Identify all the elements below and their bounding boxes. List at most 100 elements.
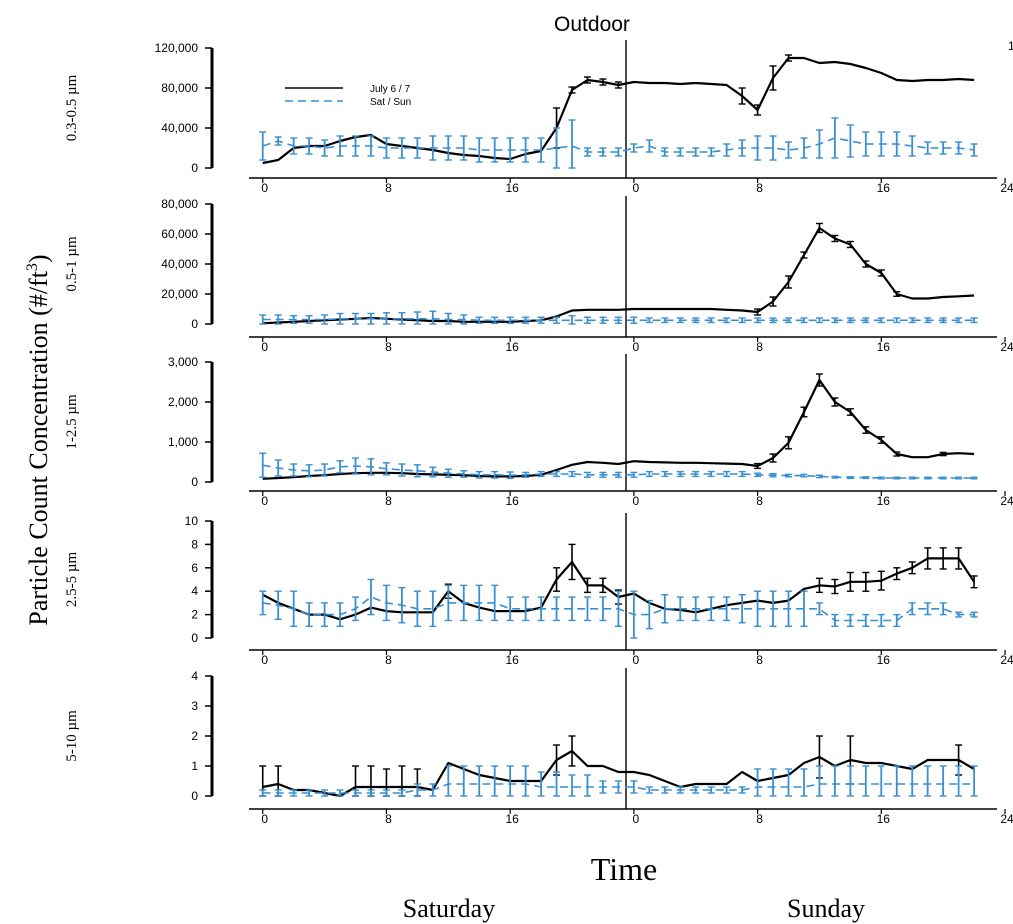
y-tick-label: 120,000 (155, 41, 199, 55)
panel-1: 0 40,000 80,000 120,000 0.3-0.5 µm 0 8 16 0 8 16 24 (64, 40, 1013, 195)
y-tick-label: 2,000 (168, 395, 198, 409)
x-tick-label: 8 (385, 181, 392, 195)
y-axis-main-label-text: Particle Count Concentration (#/ft (24, 270, 53, 625)
x-tick-label: 8 (385, 653, 392, 667)
x-tick-label: 8 (385, 812, 392, 826)
x-tick-label: 16 (877, 181, 891, 195)
y-tick-label: 4 (191, 584, 198, 598)
panel-ylabel: 5-10 µm (64, 710, 80, 762)
panel-ylabel: 1-2.5 µm (64, 394, 80, 450)
line-sat-sun (262, 783, 975, 794)
x-tick-label: 16 (505, 653, 519, 667)
series-july-6-7 (262, 54, 975, 165)
x-tick-label: 16 (505, 340, 519, 354)
y-axis-main-label-sup: 3 (24, 263, 41, 271)
x-tick-label: 0 (633, 181, 640, 195)
series-sat-sun (259, 117, 978, 169)
y-tick-label: 6 (191, 561, 198, 575)
x-tick-label: 8 (756, 494, 763, 508)
y-tick-label: 0 (191, 161, 198, 175)
y-tick-label: 0 (191, 631, 198, 645)
panel-ylabel-group: 2.5-5 µm (64, 552, 80, 608)
line-july-6-7 (262, 378, 975, 480)
x-axis-label: Time (591, 851, 657, 887)
y-tick-label: 3,000 (168, 355, 198, 369)
y-tick-label: 4 (191, 669, 198, 683)
series-july-6-7 (262, 222, 975, 325)
y-tick-label: 1,000 (168, 435, 198, 449)
series-july-6-7 (262, 373, 975, 480)
panel-3: 0 1,000 2,000 3,000 1-2.5 µm 0 8 16 0 8 16 24 (64, 354, 1013, 508)
y-tick-label: 8 (191, 537, 198, 551)
y-tick-label: 10 (185, 514, 199, 528)
x-tick-label: 0 (633, 653, 640, 667)
x-tick-label: 8 (385, 340, 392, 354)
y-tick-label: 20,000 (161, 287, 198, 301)
series-july-6-7 (262, 543, 978, 621)
day-label-saturday: Saturday (403, 894, 495, 923)
line-july-6-7 (262, 226, 975, 325)
legend-label-satsun: Sat / Sun (370, 97, 411, 108)
panel-ylabel-group: 0.5-1 µm (64, 236, 80, 292)
x-tick-label: 0 (261, 494, 268, 508)
series-sat-sun (259, 765, 978, 797)
x-tick-label: 0 (261, 181, 268, 195)
y-tick-label: 0 (191, 475, 198, 489)
panel-ylabel-group: 0.3-0.5 µm (64, 74, 80, 141)
x-tick-label: 16 (877, 494, 891, 508)
x-tick-label: 8 (756, 340, 763, 354)
series-sat-sun (259, 452, 978, 480)
y-tick-label: 3 (191, 699, 198, 713)
line-sat-sun (262, 137, 975, 153)
x-tick-label: 24 (1000, 812, 1013, 826)
figure-title: Outdoor (554, 13, 630, 36)
y-tick-label: 40,000 (161, 121, 198, 135)
panel-ylabel: 0.5-1 µm (64, 236, 80, 292)
panel-ylabel-group: 5-10 µm (64, 710, 80, 762)
x-tick-label: 0 (633, 494, 640, 508)
x-tick-label: 24 (1000, 340, 1013, 354)
y-tick-label: 80,000 (161, 197, 198, 211)
line-july-6-7 (262, 56, 975, 165)
x-tick-label: 8 (756, 812, 763, 826)
x-tick-label: 16 (505, 494, 519, 508)
x-tick-label: 0 (261, 812, 268, 826)
line-sat-sun (262, 596, 975, 622)
x-tick-label: 24 (1000, 653, 1013, 667)
panel-ylabel: 0.3-0.5 µm (64, 74, 80, 141)
x-tick-label: 0 (261, 340, 268, 354)
panel-ylabel: 2.5-5 µm (64, 552, 80, 608)
y-axis-main-label-tail: ) (24, 254, 53, 263)
series-sat-sun (259, 310, 978, 325)
x-tick-label: 8 (385, 494, 392, 508)
panel-ylabel-group: 1-2.5 µm (64, 394, 80, 450)
x-tick-label: 0 (633, 812, 640, 826)
edge-fragment: 1 (1008, 39, 1013, 53)
x-tick-label: 8 (756, 653, 763, 667)
x-tick-label: 16 (877, 653, 891, 667)
x-tick-label: 8 (756, 181, 763, 195)
x-tick-label: 16 (505, 812, 519, 826)
line-sat-sun (262, 464, 975, 479)
panel-5: 0 1 2 3 4 5-10 µm 0 8 16 0 8 16 24 (64, 668, 1013, 826)
x-tick-label: 0 (261, 653, 268, 667)
line-sat-sun (262, 317, 975, 322)
svg-text:Particle Count Concentration (: Particle Count Concentration (#/ft3) (24, 254, 53, 625)
panel-2: 0 20,000 40,000 60,000 80,000 0.5-1 µm 0 8 16 0 8 1… (64, 196, 1013, 354)
series-sat-sun (259, 578, 978, 639)
x-tick-label: 0 (633, 340, 640, 354)
legend-label-july: July 6 / 7 (370, 84, 410, 95)
x-tick-label: 16 (877, 812, 891, 826)
y-tick-label: 0 (191, 789, 198, 803)
x-tick-label: 24 (1000, 181, 1013, 195)
x-tick-label: 16 (877, 340, 891, 354)
day-label-sunday: Sunday (787, 894, 865, 923)
y-tick-label: 60,000 (161, 227, 198, 241)
y-tick-label: 1 (191, 759, 198, 773)
y-tick-label: 2 (191, 608, 198, 622)
legend: July 6 / 7 Sat / Sun (285, 84, 411, 108)
line-july-6-7 (262, 749, 975, 798)
y-tick-label: 0 (191, 317, 198, 331)
